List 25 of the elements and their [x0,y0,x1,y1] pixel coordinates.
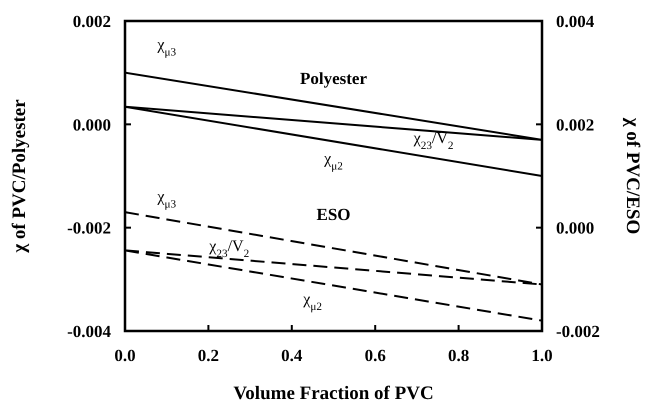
y-axis-title: χ of PVC/Polyester [9,98,30,254]
y2-tick-label: 0.004 [556,12,595,31]
y-tick-label: -0.002 [67,218,111,238]
series-label: χ$_{23}$/V$_{2}$ [208,238,250,260]
y-tick-label: 0.002 [72,12,111,31]
annotation: ESO [316,205,351,224]
y2-tick-label: -0.002 [556,322,600,341]
x-axis-title: Volume Fraction of PVC [233,383,434,404]
annotation: Polyester [300,69,368,88]
x-tick-label: 0.4 [281,346,303,365]
y-tick-label: -0.004 [67,322,112,341]
y2-axis-title: χ of PVC/ESO [622,116,643,234]
x-tick-label: 0.6 [364,346,386,365]
x-tick-label: 1.0 [531,346,553,365]
x-tick-label: 0.8 [448,346,470,365]
y2-tick-label: 0.000 [556,218,594,238]
series-label: χ$_{μ2}$ [302,291,322,314]
series-label: χ$_{μ2}$ [323,150,343,172]
series-label: χ$_{μ3}$ [156,188,176,210]
x-tick-label: 0.2 [198,346,220,365]
y2-tick-label: 0.002 [556,115,594,134]
y-tick-label: 0.000 [72,115,111,134]
x-tick-label: 0.0 [114,346,136,365]
series-label: χ$_{23}$/V$_{2}$ [412,130,454,152]
series-label: χ$_{μ3}$ [156,36,176,58]
